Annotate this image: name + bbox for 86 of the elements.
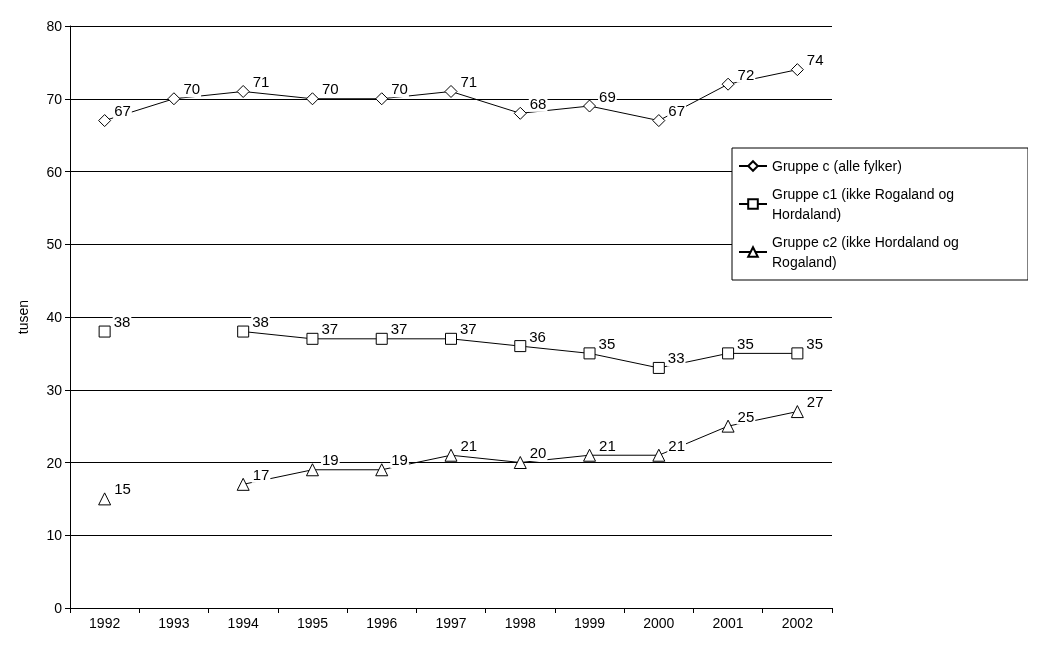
point [583, 347, 596, 360]
data-label: 20 [529, 444, 547, 461]
x-tick-label: 1993 [158, 615, 190, 631]
data-label: 19 [391, 451, 408, 469]
point [652, 114, 666, 128]
data-label: 70 [391, 80, 408, 98]
data-label: 74 [806, 51, 824, 69]
x-tick-label: 2002 [781, 615, 814, 631]
point [375, 463, 389, 477]
data-label: 71 [460, 72, 478, 90]
y-axis-title: tusen [15, 299, 31, 335]
data-label: 35 [806, 334, 824, 352]
data-label: 37 [460, 320, 477, 338]
x-tick-label: 1994 [227, 615, 259, 631]
point [790, 63, 804, 77]
y-tick-label: 20 [46, 454, 63, 471]
y-tick-label: 0 [54, 600, 63, 616]
y-tick-label: 70 [46, 90, 63, 107]
data-label: 35 [737, 334, 754, 352]
point [98, 114, 112, 128]
data-label: 25 [737, 407, 755, 425]
data-label: 27 [806, 393, 824, 411]
data-label: 19 [321, 451, 339, 469]
x-tick-label: 1995 [296, 615, 329, 631]
point [98, 325, 111, 338]
point [236, 477, 250, 491]
data-label: 35 [598, 334, 616, 352]
data-label: 15 [114, 480, 131, 498]
y-tick-label: 80 [46, 18, 63, 34]
point [444, 448, 458, 462]
data-label: 21 [460, 436, 478, 454]
point [237, 325, 250, 338]
point [375, 332, 388, 345]
data-label: 72 [737, 65, 755, 83]
data-label: 68 [529, 94, 547, 112]
y-tick-label: 10 [46, 527, 63, 544]
data-label: 33 [667, 349, 685, 367]
x-tick-label: 1997 [435, 615, 467, 631]
point [236, 84, 250, 98]
point [721, 77, 735, 91]
point [305, 463, 319, 477]
point [721, 419, 735, 433]
x-tick-label: 2001 [712, 615, 744, 631]
x-tick-label: 1996 [366, 615, 398, 631]
x-tick-label: 1998 [504, 615, 537, 631]
point [444, 84, 458, 98]
y-tick-label: 50 [46, 236, 63, 253]
x-tick-label: 1992 [89, 615, 121, 631]
point [513, 456, 527, 469]
point [305, 92, 319, 106]
point [583, 99, 597, 113]
point [514, 340, 527, 353]
point [306, 332, 319, 345]
point [583, 448, 597, 462]
data-label: 21 [599, 436, 616, 454]
point [375, 92, 389, 106]
data-label: 70 [321, 80, 339, 98]
point [98, 492, 112, 506]
point [652, 448, 666, 462]
data-label: 37 [390, 320, 408, 338]
point [652, 361, 665, 374]
data-label: 36 [529, 327, 546, 345]
y-tick-label: 60 [46, 163, 63, 180]
x-tick-label: 2000 [643, 615, 675, 631]
x-tick-label: 1999 [573, 615, 606, 631]
legend-label: Gruppe c2 (ikke Hordaland og Rogaland) [772, 234, 963, 270]
data-label: 67 [668, 102, 686, 120]
point [722, 347, 735, 360]
data-label: 38 [113, 313, 131, 331]
data-label: 17 [252, 465, 270, 483]
data-label: 38 [252, 313, 269, 331]
y-tick-label: 40 [46, 309, 63, 325]
data-label: 37 [321, 320, 339, 338]
data-label: 67 [114, 102, 131, 120]
data-label: 70 [183, 80, 201, 98]
legend-label: Gruppe c1 (ikke Rogaland og Hordaland) [772, 186, 958, 222]
point [791, 347, 804, 360]
data-label: 71 [252, 72, 270, 90]
point [445, 332, 457, 345]
point [167, 92, 181, 106]
y-tick-label: 30 [46, 381, 63, 398]
point [790, 405, 804, 419]
data-label: 21 [668, 436, 686, 454]
legend-label: Gruppe c (alle fylker) [772, 158, 902, 174]
point [513, 106, 527, 120]
data-label: 69 [599, 87, 616, 105]
